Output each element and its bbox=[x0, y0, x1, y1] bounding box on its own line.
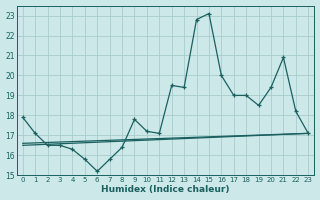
X-axis label: Humidex (Indice chaleur): Humidex (Indice chaleur) bbox=[101, 185, 230, 194]
